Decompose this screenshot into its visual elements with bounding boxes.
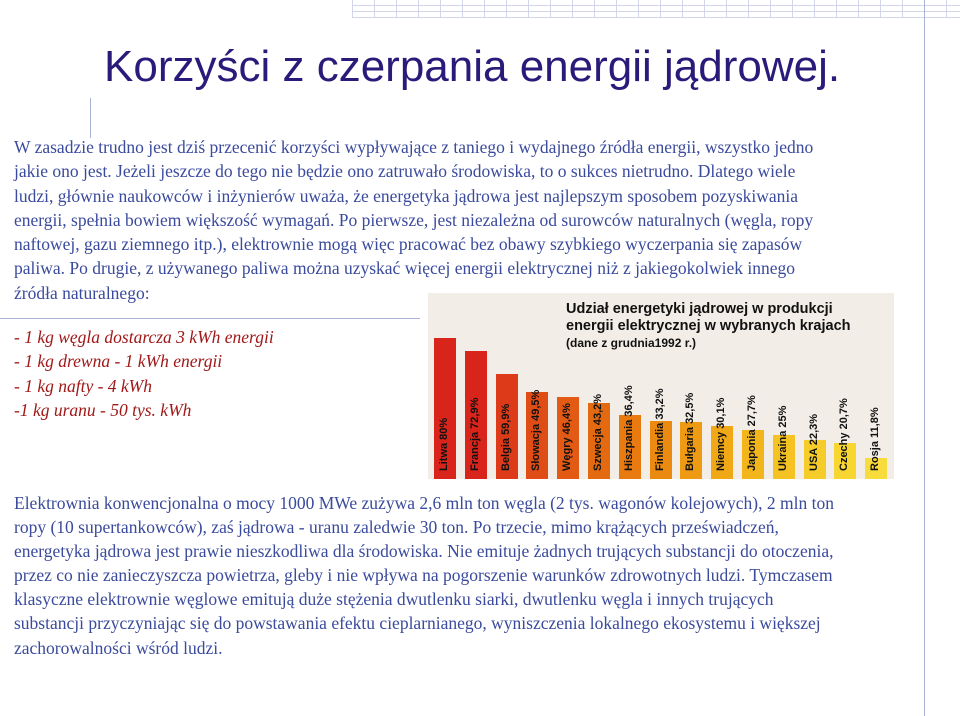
list-item: - 1 kg drewna - 1 kWh energii: [14, 351, 223, 372]
chart-bar: [649, 420, 672, 479]
intro-line: źródła naturalnego:: [14, 283, 150, 303]
body-line: ropy (10 supertankowców), zaś jądrowa - …: [14, 517, 779, 537]
chart-bar-label: Słowacja 49,5%: [530, 389, 543, 471]
chart-title: Udział energetyki jądrowej w produkcji e…: [566, 301, 851, 352]
list-item: - 1 kg węgla dostarcza 3 kWh energii: [14, 327, 274, 347]
intro-line: paliwa. Po drugie, z używanego paliwa mo…: [14, 258, 796, 278]
chart-bar-label: Niemcy 30,1%: [715, 397, 728, 471]
chart-bar-label: Belgia 59,9%: [499, 403, 512, 471]
slide-title: Korzyści z czerpania energii jądrowej.: [104, 42, 841, 91]
intro-line: energii, spełnia bowiem większość wymaga…: [14, 210, 814, 230]
chart-bar-label: Japonia 27,7%: [746, 395, 758, 471]
chart-bar-label: Litwa 80%: [438, 417, 450, 471]
chart-title-line: energii elektrycznej w wybranych krajach: [566, 318, 851, 334]
energy-comparison-list: - 1 kg węgla dostarcza 3 kWh energii - 1…: [14, 325, 274, 422]
list-item: -1 kg uranu - 50 tys. kWh: [14, 399, 192, 420]
chart-bar: [742, 430, 764, 479]
chart-bar-label: Hiszpania 36,4%: [622, 385, 635, 471]
chart-bar: [618, 414, 641, 479]
body-line: Elektrownia konwencjonalna o mocy 1000 M…: [14, 493, 834, 513]
chart-bar: [464, 350, 487, 479]
chart-bar-label: Ukraina 25%: [776, 405, 789, 471]
intro-line: naftowej, gazu ziemnego itp.), elektrown…: [14, 234, 803, 254]
chart-bar: [495, 373, 518, 479]
chart-title-line: Udział energetyki jądrowej w produkcji: [566, 301, 833, 317]
horizontal-guide-line: [0, 318, 420, 319]
chart-subtitle: (dane z grudnia1992 r.): [566, 336, 697, 350]
chart-bar: [526, 391, 549, 479]
chart-bar-label: Czechy 20,7%: [838, 398, 851, 471]
intro-line: W zasadzie trudno jest dziś przecenić ko…: [14, 137, 814, 157]
intro-line: ludzi, głównie naukowców i inżynierów uw…: [14, 186, 799, 206]
chart-bar: [772, 435, 795, 479]
chart-bar-label: Rosja 11,8%: [869, 407, 882, 471]
chart-bar-label: Francja 72,9%: [468, 397, 481, 471]
intro-line: jakie ono jest. Jeżeli jeszcze do tego n…: [14, 161, 796, 181]
chart-bar-label: Szwecja 43,2%: [592, 393, 604, 471]
body-line: przez co nie zanieczyszcza powietrza, gl…: [14, 565, 833, 585]
chart-bar-label: USA 22,3%: [807, 413, 820, 471]
body-line: substancji przyczyniając się do powstawa…: [14, 613, 821, 633]
body-line: zachorowalności wśród ludzi.: [14, 638, 223, 658]
chart-bar: [865, 458, 888, 479]
chart-bar: [588, 402, 610, 479]
body-line: energetyka jądrowa jest prawie nieszkodl…: [14, 541, 834, 561]
chart-bar: [434, 338, 456, 479]
chart-bar: [680, 421, 703, 479]
header-grid-decoration: [352, 0, 960, 18]
chart-bar: [711, 426, 734, 479]
nuclear-share-bar-chart: Udział energetyki jądrowej w produkcji e…: [428, 293, 894, 479]
chart-bar: [834, 442, 857, 479]
chart-bar: [803, 439, 826, 479]
chart-bar: [557, 397, 580, 479]
vertical-guide-line: [924, 0, 925, 716]
chart-bar-label: Bułgaria 32,5%: [684, 392, 697, 471]
chart-bar-label: Finlandia 33,2%: [653, 388, 666, 471]
body-line: klasyczne elektrownie węglowe emitują du…: [14, 589, 774, 609]
chart-bar-label: Węgry 46,4%: [561, 403, 574, 471]
left-guide-mark: [90, 98, 91, 138]
list-item: - 1 kg nafty - 4 kWh: [14, 375, 153, 396]
